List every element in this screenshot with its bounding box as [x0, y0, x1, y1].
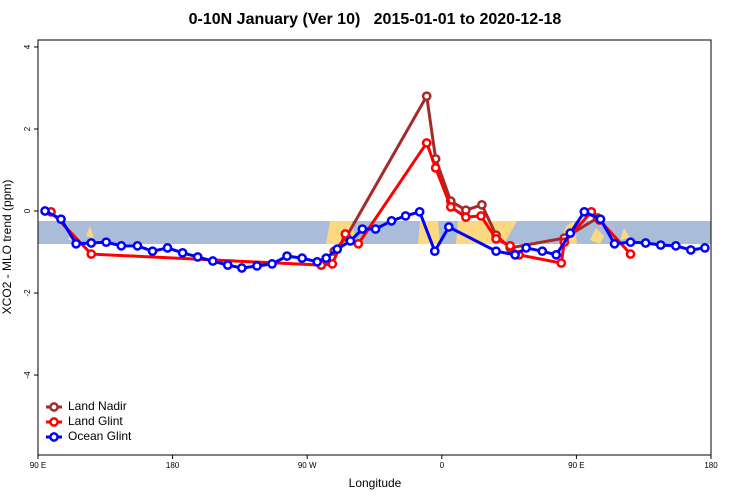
data-point — [461, 212, 471, 223]
data-point — [537, 246, 548, 257]
data-point — [556, 258, 567, 268]
data-point — [685, 245, 696, 255]
data-point — [579, 206, 590, 217]
data-point — [297, 253, 307, 264]
data-point — [162, 243, 173, 253]
data-point — [222, 260, 233, 270]
data-point — [421, 91, 432, 102]
data-point — [625, 249, 636, 259]
data-point — [207, 256, 218, 266]
data-point — [71, 238, 81, 249]
data-point — [116, 241, 127, 251]
data-point — [443, 222, 454, 232]
data-point — [312, 257, 323, 267]
data-point — [267, 259, 277, 269]
series — [40, 206, 710, 273]
data-point — [521, 243, 531, 253]
legend-marker — [49, 432, 59, 442]
legend-marker — [49, 402, 59, 412]
data-point — [491, 234, 501, 244]
x-tick-label: 90 W — [298, 461, 317, 470]
data-point — [340, 229, 351, 239]
legend-label: Land Glint — [68, 414, 123, 428]
data-point — [192, 252, 203, 262]
data-point — [505, 241, 515, 251]
y-tick-label: 4 — [23, 44, 32, 49]
data-point — [476, 211, 486, 221]
data-point — [332, 244, 343, 254]
data-point — [321, 253, 332, 264]
data-point — [421, 138, 432, 148]
data-point — [565, 228, 576, 238]
data-point — [477, 200, 487, 210]
x-tick-label: 0 — [440, 461, 445, 470]
data-point — [40, 206, 50, 216]
data-point — [551, 250, 562, 260]
data-point — [430, 163, 441, 173]
data-point — [429, 246, 440, 257]
x-tick-label: 90 E — [568, 461, 584, 470]
y-tick-label: -4 — [23, 371, 32, 379]
data-point — [655, 240, 666, 250]
data-point — [282, 251, 292, 261]
x-tick-label: 180 — [166, 461, 180, 470]
x-tick-label: 90 E — [30, 461, 46, 470]
data-point — [595, 214, 606, 225]
data-point — [353, 238, 364, 249]
y-tick-label: -2 — [23, 289, 32, 297]
legend-marker — [49, 417, 59, 427]
plot-frame — [37, 39, 712, 456]
y-tick-label: 0 — [23, 208, 32, 213]
data-point — [177, 247, 188, 258]
data-point — [700, 243, 710, 253]
y-axis-label: XCO2 - MLO trend (ppm) — [0, 180, 14, 315]
data-point — [386, 215, 397, 226]
data-point — [414, 206, 425, 217]
data-point — [147, 246, 158, 257]
data-point — [132, 241, 143, 251]
legend-label: Land Nadir — [68, 399, 127, 413]
data-point — [510, 250, 520, 260]
land-patch — [86, 226, 94, 238]
data-point — [671, 241, 681, 251]
data-point — [345, 236, 356, 246]
data-point — [252, 261, 262, 271]
data-point — [609, 238, 620, 249]
y-tick-label: 2 — [23, 126, 32, 131]
data-point — [56, 214, 66, 225]
x-tick-label: 180 — [704, 461, 718, 470]
data-point — [400, 211, 411, 221]
chart-title: 0-10N January (Ver 10) 2015-01-01 to 202… — [189, 11, 562, 28]
data-point — [86, 249, 97, 259]
data-point — [86, 238, 97, 248]
data-point — [445, 202, 456, 212]
data-point — [357, 224, 368, 234]
data-point — [236, 263, 247, 273]
land-patch — [620, 228, 630, 240]
data-point — [491, 246, 501, 257]
land-patch — [590, 228, 604, 244]
data-point — [327, 259, 338, 269]
data-point — [101, 237, 112, 248]
data-point — [370, 224, 381, 234]
data-point — [640, 238, 651, 248]
legend-label: Ocean Glint — [68, 429, 132, 443]
data-point — [625, 237, 636, 248]
x-axis-label: Longitude — [349, 476, 402, 490]
